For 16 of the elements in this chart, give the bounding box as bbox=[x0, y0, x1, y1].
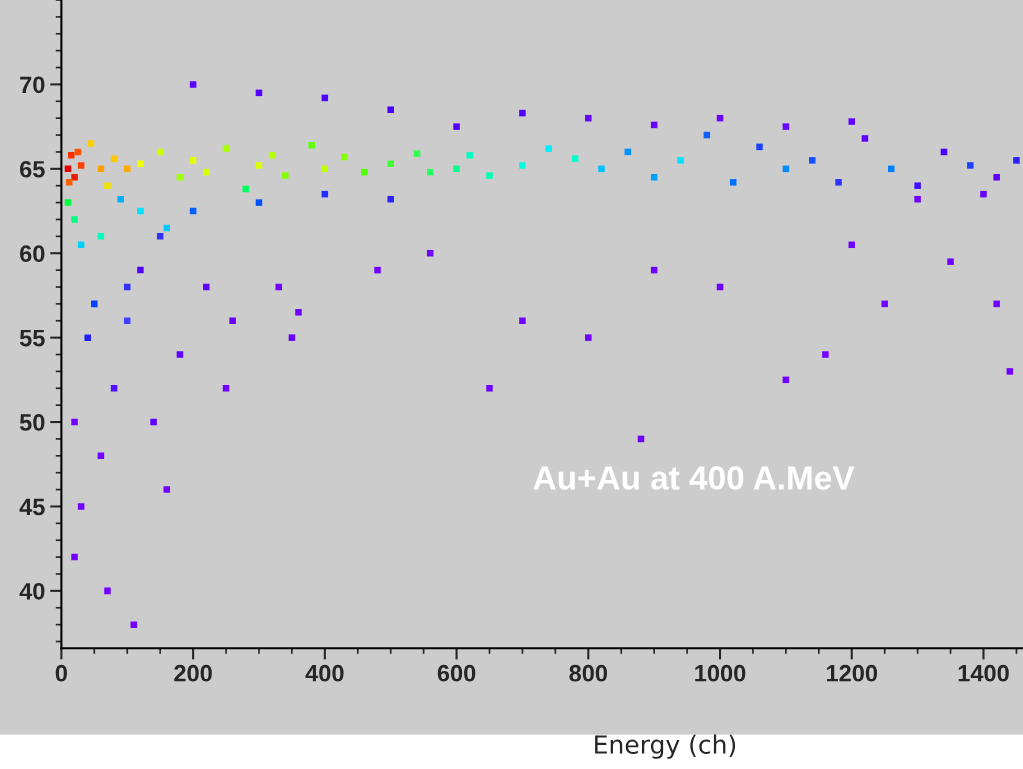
x-tick-label: 800 bbox=[569, 664, 608, 682]
y-tick-label: 65 bbox=[20, 160, 45, 178]
x-tick-label: 1400 bbox=[958, 664, 1009, 682]
y-tick-label: 60 bbox=[20, 245, 45, 263]
y-tick-label: 70 bbox=[20, 76, 45, 94]
x-tick-label: 600 bbox=[437, 664, 476, 682]
x-tick-label: 200 bbox=[174, 664, 212, 682]
x-tick-label: 1000 bbox=[695, 664, 746, 682]
y-tick-label: 55 bbox=[19, 329, 45, 347]
y-tick-label: 40 bbox=[19, 582, 45, 600]
x-tick-label: 0 bbox=[55, 664, 67, 682]
y-tick-label: 45 bbox=[19, 498, 45, 516]
x-tick-label: 1200 bbox=[826, 664, 878, 682]
x-tick-label: 400 bbox=[305, 664, 344, 682]
y-tick-label: 50 bbox=[19, 414, 45, 431]
x-axis-title: Energy (ch) bbox=[595, 734, 736, 759]
